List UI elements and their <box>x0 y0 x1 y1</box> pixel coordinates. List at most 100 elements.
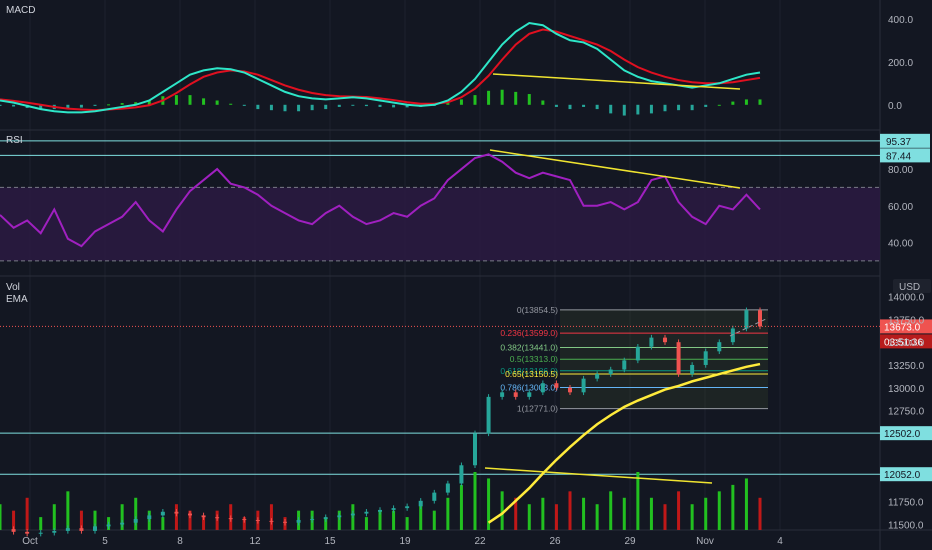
macd-histogram-bar <box>758 99 762 105</box>
volume-bar <box>25 497 29 530</box>
rsi-level-value: 87.44 <box>886 151 911 162</box>
macd-histogram-bar <box>405 104 409 108</box>
macd-histogram-bar <box>636 104 640 115</box>
candle-body <box>500 392 505 397</box>
candle-body <box>418 500 423 507</box>
macd-histogram-bar <box>527 94 531 105</box>
macd-trendline[interactable] <box>492 73 741 90</box>
rsi-trendline[interactable] <box>489 149 741 189</box>
macd-histogram-bar <box>649 104 653 114</box>
macd-histogram-bar <box>0 104 2 106</box>
time-axis-label: 22 <box>474 536 486 547</box>
price-tick-label: 13750.0 <box>888 315 925 326</box>
volume-bar <box>337 510 341 530</box>
fib-level-label: 0.618(13186.0) <box>500 366 558 376</box>
time-axis-label: 19 <box>399 536 411 547</box>
macd-histogram-bar <box>337 104 341 107</box>
macd-histogram-bar <box>568 104 572 110</box>
macd-histogram-bar <box>242 104 246 106</box>
time-axis-label: Oct <box>22 536 38 547</box>
volume-bar <box>554 504 558 530</box>
time-axis-label: 15 <box>324 536 336 547</box>
volume-bar <box>582 497 586 530</box>
fib-level-label: 0.5(13313.0) <box>510 354 558 364</box>
macd-histogram-bar <box>12 104 16 107</box>
time-axis-label: 5 <box>102 536 108 547</box>
volume-bar <box>500 491 504 530</box>
volume-bar <box>473 472 477 530</box>
candle-body <box>323 517 328 520</box>
macd-histogram-bar <box>256 104 260 110</box>
price-tick-label: 13000.0 <box>888 384 925 395</box>
macd-histogram-bar <box>677 104 681 111</box>
rsi-tick-label: 60.00 <box>888 202 913 213</box>
macd-histogram-bar <box>364 104 368 107</box>
candle-body <box>690 364 695 375</box>
candle-body <box>11 529 16 532</box>
macd-signal-line <box>0 28 761 112</box>
candle-body <box>391 508 396 510</box>
volume-bar <box>392 510 396 530</box>
candle-body <box>717 342 722 352</box>
volume-bar <box>405 517 409 530</box>
macd-histogram-bar <box>514 91 518 105</box>
macd-histogram-bar <box>147 100 151 105</box>
candle-body <box>473 433 477 466</box>
volume-bar <box>636 472 640 530</box>
candle-body <box>255 519 260 521</box>
candle-body <box>269 520 274 522</box>
macd-tick-label: 200.0 <box>888 58 913 69</box>
price-tick-label: 11500.0 <box>888 521 924 532</box>
volume-bar <box>527 504 531 530</box>
time-axis-label: Nov <box>696 536 714 547</box>
candle-body <box>405 506 410 509</box>
volume-label: Vol <box>6 282 20 293</box>
projection-line[interactable] <box>729 317 769 337</box>
candle-body <box>486 396 491 434</box>
candle-body <box>527 392 532 397</box>
volume-bar <box>758 497 762 530</box>
macd-histogram-bar <box>324 104 328 110</box>
price-tick-label: 12750.0 <box>888 407 925 418</box>
fib-level-label: 0.65(13150.5) <box>505 369 558 379</box>
macd-histogram-bar <box>595 104 599 110</box>
volume-bar <box>52 504 56 530</box>
candle-body <box>215 517 220 519</box>
macd-histogram-bar <box>297 104 301 112</box>
volume-trendline[interactable] <box>484 467 713 484</box>
volume-bar <box>269 504 273 530</box>
grid-lines <box>29 0 781 530</box>
macd-histogram-bar <box>392 104 396 108</box>
ema-line <box>487 362 761 524</box>
volume-bar <box>432 510 436 530</box>
price-level-value: 12052.0 <box>884 470 921 481</box>
macd-histogram-bar <box>134 102 138 105</box>
macd-histogram-bar <box>215 100 219 105</box>
macd-line <box>0 22 761 114</box>
candle-body <box>337 515 342 518</box>
macd-histogram-bar <box>473 95 477 105</box>
current-price-tag <box>880 319 932 334</box>
macd-histogram-bar <box>310 104 314 111</box>
currency-label[interactable]: USD <box>899 282 920 293</box>
currency-badge[interactable] <box>893 279 931 293</box>
candle-body <box>608 369 613 375</box>
volume-bar <box>677 491 681 530</box>
candle-body <box>120 522 125 525</box>
volume-bar <box>744 478 748 530</box>
price-pane: 12502.0 12052.0 0(13854.5) 0.236(13599.0) 0… <box>0 279 932 537</box>
volume-bar <box>66 491 70 530</box>
candle-body <box>595 374 600 379</box>
macd-histogram-bar <box>609 104 613 114</box>
volume-bar <box>324 517 328 530</box>
macd-histogram-bar <box>500 89 504 105</box>
candle-body <box>296 519 301 523</box>
macd-histogram-bar <box>351 104 355 106</box>
candle-body <box>663 337 667 343</box>
rsi-band-background <box>0 187 880 261</box>
candle-body <box>283 521 287 523</box>
candle-body <box>79 528 84 531</box>
